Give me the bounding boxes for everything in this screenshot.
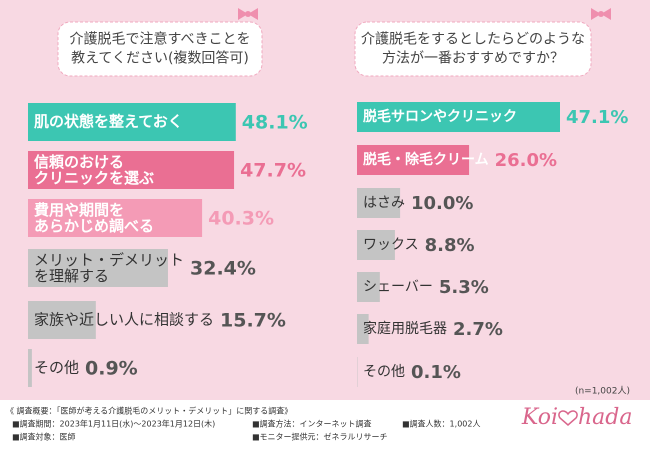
category-label: 脱毛サロンやクリニック — [363, 108, 517, 125]
bar — [28, 151, 235, 189]
category-label: メリット・デメリットを理解する — [34, 251, 184, 285]
sample-note: (n=1,002人) — [575, 386, 630, 397]
value-label: 2.7% — [453, 319, 503, 340]
value-label: 47.7% — [240, 160, 306, 182]
ribbon — [238, 8, 258, 20]
category-label: 費用や期間をあらかじめ調べる — [34, 201, 154, 235]
value-label: 10.0% — [411, 193, 473, 214]
bar — [357, 188, 401, 218]
value-label: 40.3% — [208, 208, 274, 230]
category-label: はさみ — [363, 195, 405, 211]
chart-title: 介護脱毛で注意すべきことを教えてください(複数回答可) — [69, 31, 250, 67]
bar — [357, 102, 561, 132]
category-label: その他 — [363, 364, 405, 380]
bar — [357, 230, 395, 260]
footer-item: ■調査人数：1,002人 — [402, 419, 480, 429]
bar — [28, 199, 203, 237]
footer-item: ■モニター提供元：ゼネラルリサーチ — [252, 432, 388, 442]
value-label: 0.1% — [411, 362, 461, 383]
title-box — [354, 21, 592, 77]
footer-item: ■調査対象：医師 — [12, 432, 76, 442]
value-label: 8.8% — [425, 235, 475, 256]
bar — [357, 145, 470, 175]
category-label: 家庭用脱毛器 — [363, 320, 447, 337]
category-label: 脱毛・除毛クリーム — [363, 151, 489, 168]
footer-item: ■調査期間：2023年1月11日(水)〜2023年1月12日(木) — [12, 419, 215, 429]
value-label: 5.3% — [439, 277, 489, 298]
bar — [28, 103, 236, 141]
title-box — [57, 21, 263, 77]
chart-title: 介護脱毛をするとしたらどのような方法が一番おすすめですか？ — [361, 32, 585, 67]
ribbon — [591, 8, 611, 20]
bar — [28, 349, 32, 387]
footer-band — [0, 400, 650, 450]
category-label: 家族や近しい人に相談する — [34, 311, 214, 329]
value-label: 0.9% — [85, 358, 138, 380]
logo: Koi — [521, 405, 558, 430]
bar — [357, 272, 380, 302]
bar — [28, 249, 168, 287]
logo: hada — [578, 405, 632, 430]
category-label: その他 — [34, 359, 79, 377]
category-label: ワックス — [363, 237, 419, 253]
value-label: 15.7% — [220, 310, 286, 332]
value-label: 32.4% — [190, 258, 256, 280]
bar — [357, 314, 369, 344]
category-label: 肌の状態を整えておく — [34, 113, 183, 131]
footer-item: ■調査方法：インターネット調査 — [252, 419, 372, 429]
value-label: 47.1% — [566, 107, 628, 128]
value-label: 48.1% — [242, 112, 308, 134]
bar — [28, 301, 96, 339]
category-label: 信頼のおけるクリニックを選ぶ — [34, 153, 154, 187]
footer-heading: 《 調査概要：「医師が考える介護脱毛のメリット・デメリット」に関する調査》 — [6, 406, 292, 416]
category-label: シェーバー — [363, 279, 433, 295]
value-label: 26.0% — [495, 150, 557, 171]
logo-heart — [558, 410, 578, 426]
